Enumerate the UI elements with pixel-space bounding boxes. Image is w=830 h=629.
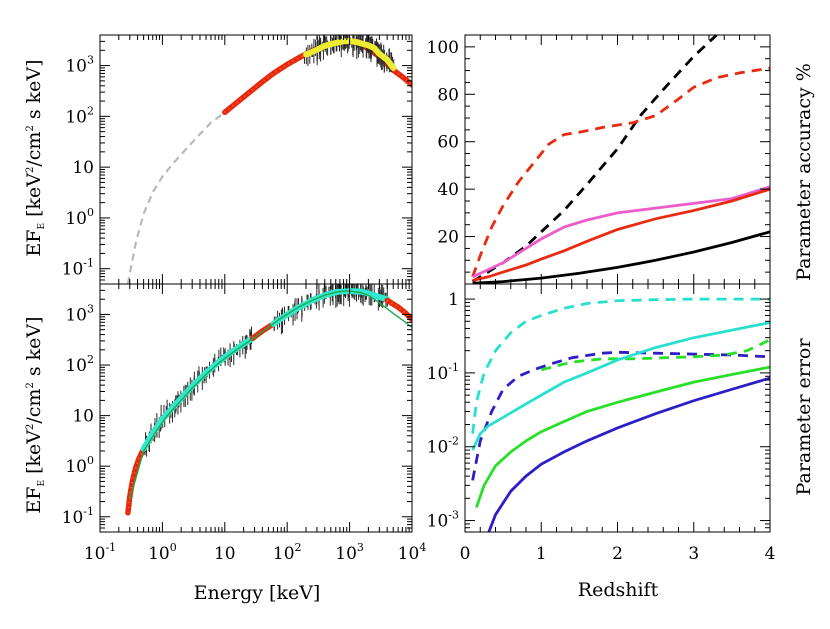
ytick-label: 102 xyxy=(65,104,94,127)
series-000000 xyxy=(472,230,770,284)
xtick-label: 103 xyxy=(335,541,364,564)
ytick-label: 10-1 xyxy=(427,361,459,384)
ytick-label: 100 xyxy=(427,38,459,58)
xtick-label: 10-1 xyxy=(84,541,116,564)
ytick-label: 40 xyxy=(437,180,459,200)
xtick-label: 0 xyxy=(460,544,471,564)
ytick-label: 80 xyxy=(437,85,459,105)
ytick-label: 10 xyxy=(72,407,94,427)
xlabel-redshift: Redshift xyxy=(578,579,659,601)
panel-accuracy: 20 40 60 80 100 xyxy=(427,34,771,285)
ytick-label: 10 xyxy=(72,158,94,178)
ytick-label: 60 xyxy=(437,133,459,153)
ylabel-spectrum-top: EFE [keV2/cm2 s keV] xyxy=(23,59,47,256)
series-2e1ec8-dashed xyxy=(471,350,770,481)
xtick-label: 3 xyxy=(688,544,699,564)
xlabel-energy: Energy [keV] xyxy=(194,582,321,604)
series-28e028-dashed xyxy=(540,338,770,372)
ytick-label: 20 xyxy=(437,228,459,248)
xtick-label: 100 xyxy=(148,541,177,564)
ytick-label: 100 xyxy=(65,454,94,477)
ytick-label: 100 xyxy=(65,206,94,229)
xtick-label: 104 xyxy=(398,541,427,564)
xtick-label: 4 xyxy=(765,544,776,564)
ytick-label: 10-1 xyxy=(62,505,94,528)
ylabel-spectrum-bottom: EFE [keV2/cm2 s keV] xyxy=(23,316,47,513)
series-cyan-data xyxy=(140,335,256,452)
series-28e028 xyxy=(475,365,770,509)
series-e82a10-dashed xyxy=(471,66,770,278)
panel-spectrum-top: 10-1 100 10 102 103 xyxy=(62,34,413,285)
series-yellow-data xyxy=(303,37,397,71)
series-ee5ccc xyxy=(472,185,770,279)
ylabel-accuracy: Parameter accuracy % xyxy=(793,63,815,281)
series-28e0d0 xyxy=(471,321,770,451)
panel-spectrum-bottom: 10-1 100 10 102 103 10-1 100 10 102 103 104 xyxy=(62,283,427,564)
xtick-label: 10 xyxy=(214,544,236,564)
plot-frame xyxy=(99,34,413,285)
plot-frame xyxy=(99,283,413,533)
xtick-label: 1 xyxy=(536,544,547,564)
ylabel-error: Parameter error xyxy=(793,338,815,496)
ytick-label: 102 xyxy=(65,353,94,376)
xtick-label: 102 xyxy=(273,541,302,564)
ytick-label: 1 xyxy=(448,290,459,310)
series-model-extrapolation xyxy=(126,111,226,284)
ytick-label: 10-3 xyxy=(427,509,459,532)
series-000000-dashed xyxy=(471,35,718,283)
series-28e0d0-dashed xyxy=(471,297,770,434)
plot-frame xyxy=(464,283,771,533)
ytick-label: 10-2 xyxy=(427,435,459,458)
series-2e1ec8 xyxy=(487,376,770,532)
xtick-label: 2 xyxy=(612,544,623,564)
plot-frame xyxy=(464,34,771,285)
series-model-fit xyxy=(129,290,412,500)
ytick-label: 103 xyxy=(65,302,94,325)
ytick-label: 10-1 xyxy=(62,257,94,280)
ytick-label: 103 xyxy=(65,54,94,77)
panel-error: 10-3 10-2 10-1 1 0 1 2 3 4 xyxy=(427,283,776,564)
series-e82a10 xyxy=(472,187,770,282)
